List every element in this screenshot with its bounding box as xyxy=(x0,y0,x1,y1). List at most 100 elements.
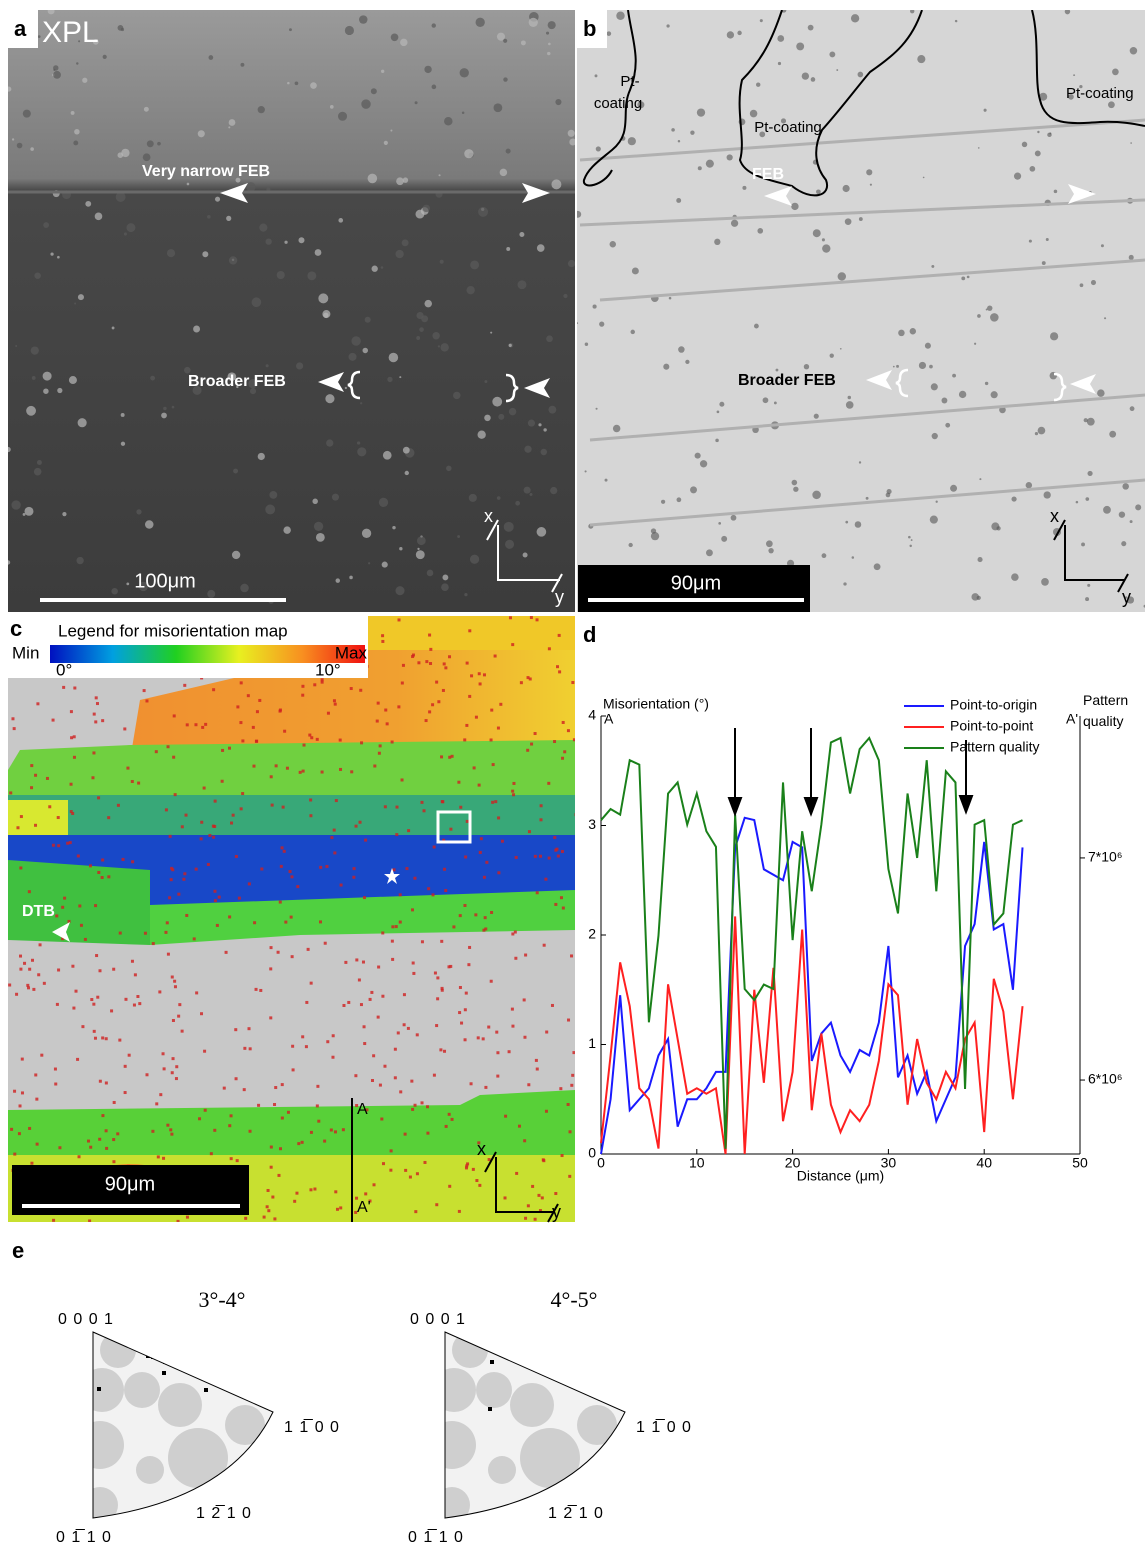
particle xyxy=(500,169,507,176)
boundary-pixel xyxy=(232,814,235,817)
boundary-pixel xyxy=(200,821,203,824)
boundary-pixel xyxy=(287,1111,290,1114)
particle xyxy=(34,272,41,279)
panel-letter: a xyxy=(14,16,27,41)
boundary-pixel xyxy=(396,806,399,809)
boundary-pixel xyxy=(105,1081,108,1084)
particle xyxy=(62,512,66,516)
boundary-pixel xyxy=(332,1034,335,1037)
panel-b-image xyxy=(574,8,1145,612)
boundary-pixel xyxy=(144,932,147,935)
particle xyxy=(478,431,486,439)
boundary-pixel xyxy=(112,1160,115,1163)
boundary-pixel xyxy=(8,984,11,987)
y2-tick-label: 7*10⁶ xyxy=(1088,849,1123,865)
boundary-pixel xyxy=(277,951,280,954)
pit xyxy=(870,184,872,186)
boundary-pixel xyxy=(339,1206,342,1209)
pit xyxy=(813,229,821,237)
pit xyxy=(690,486,697,493)
boundary-pixel xyxy=(384,805,387,808)
x-axis-label: Distance (μm) xyxy=(797,1168,884,1184)
boundary-pixel xyxy=(172,1019,175,1022)
density-circle xyxy=(510,1383,554,1427)
boundary-pixel xyxy=(56,1003,59,1006)
boundary-pixel xyxy=(238,897,241,900)
boundary-pixel xyxy=(569,1130,572,1133)
pit xyxy=(822,553,827,558)
boundary-pixel xyxy=(416,1033,419,1036)
particle xyxy=(150,376,155,381)
boundary-pixel xyxy=(162,1052,165,1055)
particle xyxy=(266,364,269,367)
boundary-pixel xyxy=(273,1217,276,1220)
boundary-pixel xyxy=(447,965,450,968)
boundary-pixel xyxy=(373,765,376,768)
legend-title: Legend for misorientation map xyxy=(58,621,288,640)
boundary-pixel xyxy=(350,770,353,773)
particle xyxy=(126,582,129,585)
pit xyxy=(838,272,846,280)
boundary-pixel xyxy=(62,686,65,689)
boundary-pixel xyxy=(63,897,66,900)
boundary-pixel xyxy=(28,968,31,971)
particle xyxy=(57,388,62,393)
pit xyxy=(843,582,846,585)
boundary-pixel xyxy=(432,893,435,896)
boundary-pixel xyxy=(279,1147,282,1150)
boundary-pixel xyxy=(350,687,353,690)
boundary-pixel xyxy=(203,787,206,790)
boundary-pixel xyxy=(466,820,469,823)
particle xyxy=(395,586,404,595)
boundary-pixel xyxy=(295,1192,298,1195)
boundary-pixel xyxy=(411,655,414,658)
boundary-pixel xyxy=(269,1016,272,1019)
boundary-pixel xyxy=(534,732,537,735)
boundary-pixel xyxy=(496,1075,499,1078)
pit xyxy=(1085,597,1089,601)
boundary-pixel xyxy=(124,998,127,1001)
particle xyxy=(126,223,135,232)
particle xyxy=(283,526,290,533)
boundary-pixel xyxy=(436,976,439,979)
boundary-pixel xyxy=(509,616,512,619)
particle xyxy=(229,256,237,264)
boundary-pixel xyxy=(360,1003,363,1006)
particle xyxy=(312,499,317,504)
boundary-pixel xyxy=(409,1176,412,1179)
boundary-pixel xyxy=(80,924,83,927)
pit xyxy=(812,491,821,500)
particle xyxy=(26,406,36,416)
boundary-pixel xyxy=(34,1073,37,1076)
boundary-pixel xyxy=(35,1098,38,1101)
particle xyxy=(400,39,407,46)
boundary-pixel xyxy=(435,1024,438,1027)
boundary-pixel xyxy=(545,1031,548,1034)
boundary-pixel xyxy=(381,640,384,643)
pit xyxy=(678,140,680,142)
boundary-pixel xyxy=(282,806,285,809)
boundary-pixel xyxy=(171,868,174,871)
boundary-pixel xyxy=(449,828,452,831)
boundary-pixel xyxy=(309,1188,312,1191)
particle xyxy=(548,21,556,29)
boundary-pixel xyxy=(512,793,515,796)
boundary-pixel xyxy=(429,662,432,665)
boundary-pixel xyxy=(299,771,302,774)
pit xyxy=(777,35,784,42)
pit xyxy=(959,391,966,398)
boundary-pixel xyxy=(241,739,244,742)
boundary-pixel xyxy=(542,1159,545,1162)
pit xyxy=(822,238,825,241)
boundary-pixel xyxy=(131,780,134,783)
boundary-pixel xyxy=(257,1104,260,1107)
boundary-pixel xyxy=(425,660,428,663)
boundary-pixel xyxy=(411,1108,414,1111)
pit xyxy=(593,305,597,309)
boundary-pixel xyxy=(54,1068,57,1071)
boundary-pixel xyxy=(235,1077,238,1080)
boundary-pixel xyxy=(484,1086,487,1089)
particle xyxy=(484,415,491,422)
boundary-pixel xyxy=(511,643,514,646)
particle xyxy=(118,152,124,158)
